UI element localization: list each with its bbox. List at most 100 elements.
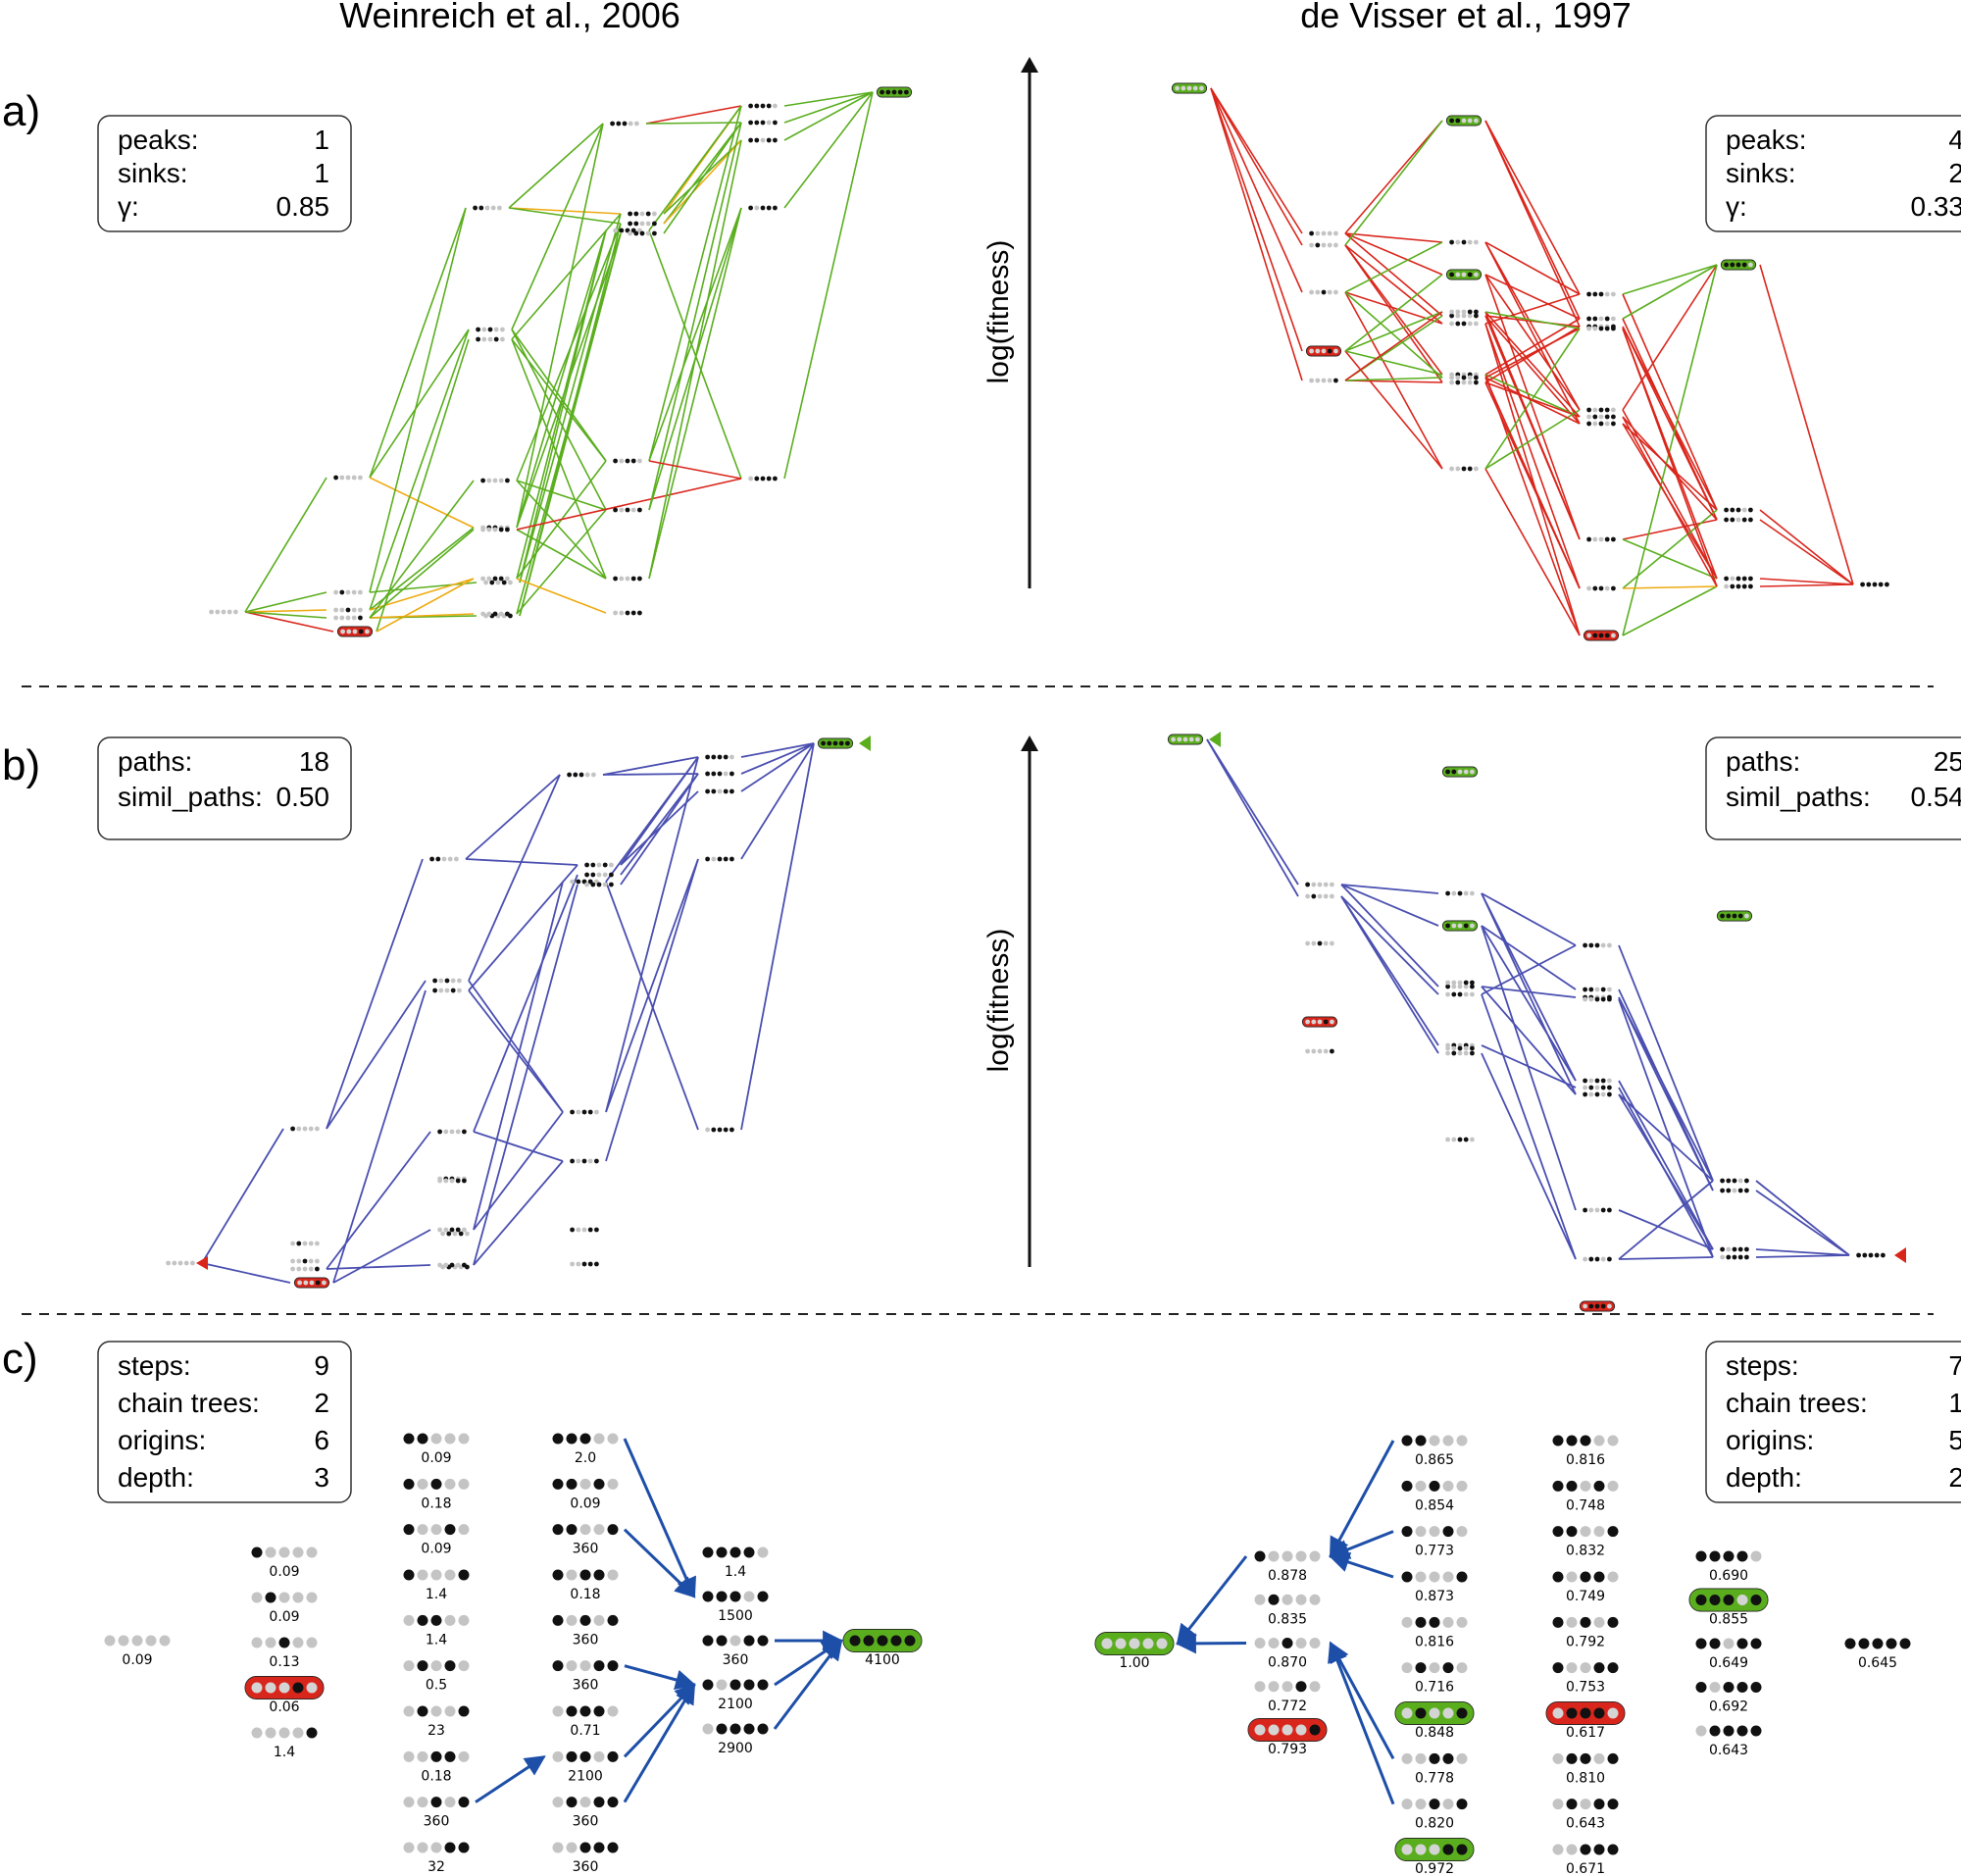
dot-on xyxy=(705,754,710,760)
dot-on xyxy=(251,1546,263,1558)
stat-label: peaks: xyxy=(1726,125,1807,155)
genotype-01110: 0.617 xyxy=(1545,1701,1626,1741)
dot-on xyxy=(403,1478,415,1490)
adaptive-path xyxy=(1618,1093,1714,1182)
stat-value: 4 xyxy=(1948,125,1961,155)
dot-on xyxy=(1415,1616,1427,1628)
dot-on xyxy=(1254,1550,1266,1562)
dot-on xyxy=(625,610,630,616)
stat-box-c-right: steps: 7 chain trees: 1 origins: 5 depth: 2 xyxy=(1705,1341,1961,1503)
fitness-value: 360 xyxy=(723,1652,749,1668)
transition-edge xyxy=(1484,241,1581,295)
path-source-triangle xyxy=(1894,1247,1906,1263)
dot-on xyxy=(729,1546,741,1558)
dot-on xyxy=(315,1266,320,1272)
dot-off xyxy=(265,1727,277,1739)
genotype-00100: 0.13 xyxy=(251,1637,318,1670)
fitness-value: 0.855 xyxy=(1709,1612,1748,1628)
genotype-01000 xyxy=(333,589,363,595)
stat-box-b-left: paths: 18 simil_paths: 0.50 xyxy=(97,736,352,840)
dot-off xyxy=(430,1705,442,1717)
dot-on xyxy=(1695,1595,1707,1605)
dot-on xyxy=(566,1750,578,1762)
dot-off xyxy=(619,576,625,582)
dot-on xyxy=(306,1727,318,1739)
dot-off xyxy=(1598,536,1604,542)
transition-edge xyxy=(244,609,327,613)
dot-on xyxy=(570,1158,575,1164)
dot-off xyxy=(437,1178,442,1184)
dot-on xyxy=(584,872,589,878)
dot-off xyxy=(652,211,657,217)
dot-off xyxy=(486,611,492,617)
dot-on xyxy=(1566,1752,1578,1764)
dot-off xyxy=(1442,1435,1454,1446)
dot-on xyxy=(716,1635,728,1647)
fitness-value: 2.0 xyxy=(575,1450,596,1466)
dot-off xyxy=(1315,348,1321,354)
genotype-00000 xyxy=(166,1260,195,1266)
dot-off xyxy=(1268,1550,1280,1562)
dot-on xyxy=(1736,1725,1748,1737)
genotype-00001 xyxy=(290,1266,320,1272)
fitness-axis-b-arrowhead xyxy=(1021,735,1038,751)
dot-off xyxy=(1142,1638,1154,1649)
dot-off xyxy=(345,615,351,621)
dot-off xyxy=(315,1241,320,1246)
genotype-01000 xyxy=(290,1241,320,1246)
dot-off xyxy=(552,1705,564,1717)
dot-off xyxy=(315,1258,320,1264)
dot-off xyxy=(1467,118,1473,124)
chain-arrow xyxy=(623,1528,696,1598)
dot-on xyxy=(1592,291,1598,297)
chain-arrow xyxy=(774,1639,843,1687)
dot-on xyxy=(1429,1480,1440,1492)
transition-edge xyxy=(645,105,742,125)
genotype-01110 xyxy=(1579,1300,1616,1312)
genotype-00010 xyxy=(1305,345,1342,357)
dot-off xyxy=(302,1126,308,1132)
fitness-value: 0.748 xyxy=(1566,1497,1605,1513)
transition-edge xyxy=(648,207,742,462)
dot-off xyxy=(1455,375,1461,380)
dot-on xyxy=(552,1524,564,1536)
dot-off xyxy=(602,882,608,887)
fitness-value: 2900 xyxy=(718,1741,753,1756)
title-right: de Visser et al., 1997 xyxy=(1300,0,1632,35)
dot-on xyxy=(1295,1681,1307,1693)
dot-on xyxy=(444,1750,456,1762)
dot-off xyxy=(1192,85,1198,91)
adaptive-path xyxy=(1755,1248,1850,1256)
chain-arrow xyxy=(1329,1440,1395,1558)
dot-on xyxy=(1580,1752,1591,1764)
dot-off xyxy=(500,327,505,332)
stat-label: chain trees: xyxy=(1726,1388,1868,1418)
dot-off xyxy=(1323,882,1329,887)
dot-on xyxy=(1600,996,1606,1002)
dot-on xyxy=(625,458,630,464)
dot-off xyxy=(1586,633,1591,638)
dot-on xyxy=(1282,1638,1293,1648)
genotype-10001: 1.4 xyxy=(403,1569,470,1602)
dot-on xyxy=(1723,1682,1735,1693)
transition-edge xyxy=(1344,291,1443,379)
transition-edge xyxy=(1759,509,1854,585)
dot-off xyxy=(1709,1682,1721,1693)
dot-on xyxy=(702,1591,714,1602)
dot-on xyxy=(1844,1638,1856,1649)
dot-on xyxy=(757,1679,769,1691)
dot-off xyxy=(1580,1799,1591,1810)
dot-on xyxy=(1750,1638,1762,1649)
dot-off xyxy=(1445,1045,1450,1051)
stat-label: γ: xyxy=(1726,191,1747,222)
dot-on xyxy=(1874,1252,1880,1258)
dot-off xyxy=(1268,1724,1280,1736)
adaptive-path xyxy=(1481,892,1577,1095)
genotype-11101 xyxy=(705,771,734,777)
dot-on xyxy=(1899,1638,1911,1649)
transition-edge xyxy=(1622,409,1718,580)
dot-on xyxy=(429,856,434,862)
dot-on xyxy=(1735,507,1741,513)
landscape-nodes xyxy=(166,82,1906,1312)
